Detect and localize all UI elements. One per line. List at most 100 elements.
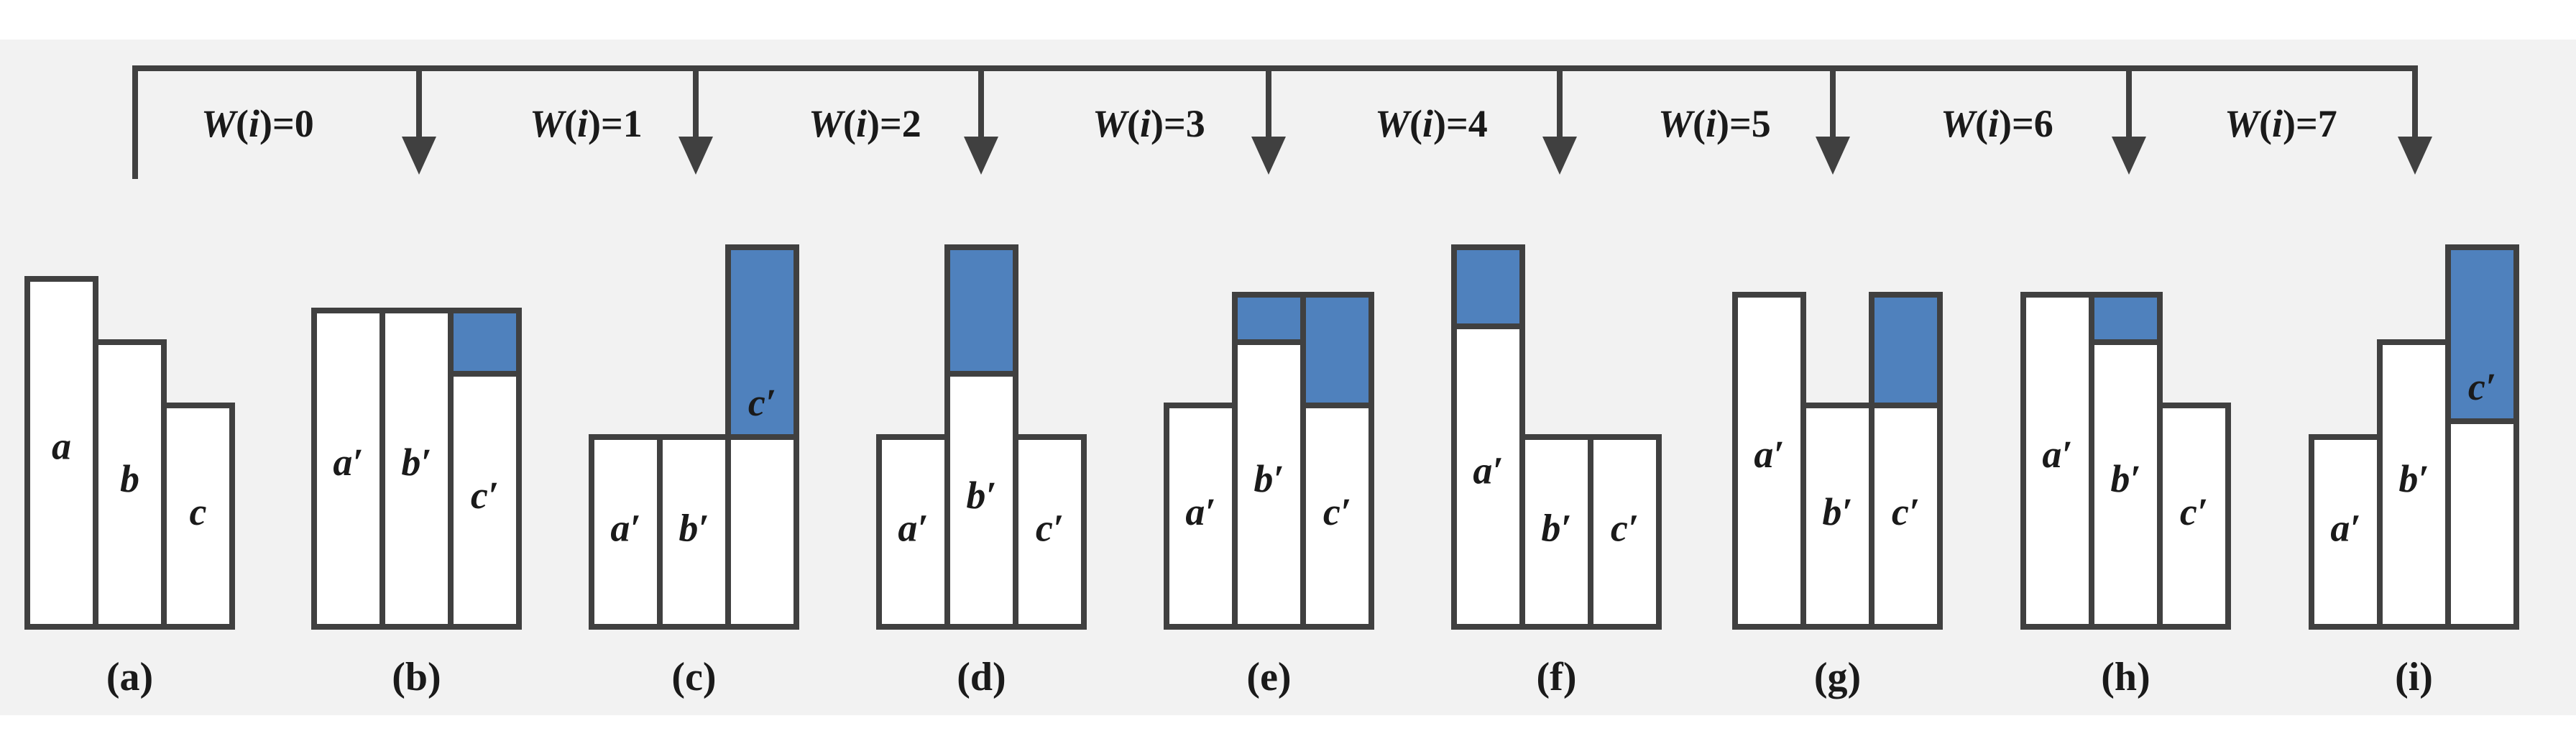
bar-outline [1013,434,1087,630]
w-label-arg: i [856,102,867,145]
bar-label: c′ [471,474,499,517]
w-label-value: )=4 [1433,102,1488,145]
panel: a′ b′ c′ (h) [2020,292,2231,699]
w-label-func: W [201,102,239,145]
w-label-func: W [809,102,846,145]
bar-label: b′ [966,474,996,517]
bar-label: a′ [610,507,640,550]
w-label-func: W [1941,102,1978,145]
w-label-value: )=0 [259,102,314,145]
bar-body [2312,437,2380,627]
w-label-paren: ( [843,102,856,145]
bar-blue-segment [1872,295,1940,405]
w-label-paren: ( [1975,102,1988,145]
w-label-row: W(i)=0 W(i)=1 W(i)=2 W(i)=3 W(i)=4 W(i)=5 W(i)… [201,102,2337,145]
w-label-func: W [1658,102,1696,145]
panel-label: (f) [1537,655,1577,699]
bar-label: a′ [333,441,363,484]
bar-label: b′ [401,441,431,484]
w-label: W(i)=3 [1092,102,1205,145]
w-label-arg: i [1140,102,1151,145]
panel: a′ b′ c′ (c) [589,244,799,699]
panel-label: (a) [106,655,153,699]
w-label-arg: i [1988,102,1999,145]
w-label-value: )=2 [867,102,921,145]
bar-label: b′ [1254,457,1284,500]
w-label-value: )=3 [1151,102,1205,145]
w-label: W(i)=0 [201,102,314,145]
bar-body [1591,437,1659,627]
w-label-arg: i [1706,102,1716,145]
bar-outline [1300,292,1374,630]
bar-label: b′ [2110,457,2140,500]
bar-blue-segment [947,247,1016,374]
bar-body [879,437,947,627]
panel-label: (b) [392,655,441,699]
panel-label: (d) [957,655,1006,699]
panel-label: (h) [2101,655,2150,699]
bar-body [660,437,728,627]
w-label-arg: i [1422,102,1433,145]
bar-body [1235,295,1303,627]
bar-outline [2445,244,2519,630]
w-label: W(i)=5 [1658,102,1771,145]
bar-body [1735,295,1803,627]
bar-body [96,342,164,627]
w-label: W(i)=2 [809,102,921,145]
bar-outline [2157,403,2231,630]
panel-label: (e) [1246,655,1291,699]
arrow-head-icon [1251,137,1286,175]
bar-label: c′ [1036,507,1064,550]
arrow-head-icon [2112,137,2146,175]
bar-label: b′ [678,507,709,550]
w-label-func: W [1375,102,1412,145]
bar-label: b′ [1822,490,1852,533]
w-label-paren: ( [1127,102,1140,145]
bar-label: a′ [1185,490,1215,533]
panel: a′ b′ c′ (d) [876,244,1087,699]
w-label-arg: i [2272,102,2283,145]
panel: a′ b′ c′ (f) [1451,244,1662,699]
bar-body [314,311,382,627]
bar-body [2023,295,2092,627]
w-label-func: W [530,102,567,145]
bar-body [382,311,451,627]
w-label-paren: ( [1409,102,1422,145]
bar-outline [725,244,799,630]
bar-body [1167,405,1235,627]
w-label: W(i)=4 [1375,102,1488,145]
arrow-head-icon [402,137,436,175]
bar-body [2160,405,2228,627]
w-label-paren: ( [236,102,249,145]
bar-label: a′ [898,507,928,550]
bar-blue-segment [728,247,796,437]
bar-outline [448,308,522,630]
bar-label: c′ [2468,365,2496,408]
top-connector [132,65,2432,179]
bar-label: c′ [1323,490,1351,533]
bar-blue-segment [1303,295,1371,405]
arrow-head-icon [1816,137,1850,175]
bar-body [164,405,232,627]
w-label-paren: ( [1693,102,1706,145]
connector-line [132,65,2418,179]
bar-body [2380,342,2448,627]
panel-label: (i) [2395,655,2433,699]
w-label: W(i)=7 [2225,102,2337,145]
bar-label: a′ [2330,507,2360,550]
arrow-head-icon [1542,137,1577,175]
panel-label: (g) [1814,655,1861,699]
w-label-arg: i [249,102,259,145]
panel: a′ b′ c′ (b) [311,308,522,699]
bar-label: b [120,457,139,500]
bar-label: c′ [748,381,776,424]
w-label: W(i)=6 [1941,102,2053,145]
arrow-head-icon [678,137,713,175]
panel: a′ b′ c′ (i) [2309,244,2519,699]
w-label-value: )=5 [1716,102,1771,145]
bar-body [1016,437,1084,627]
arrow-head-icon [964,137,998,175]
bar-blue-segment [2448,247,2516,421]
w-label-paren: ( [2259,102,2272,145]
bar-outline [1869,292,1943,630]
